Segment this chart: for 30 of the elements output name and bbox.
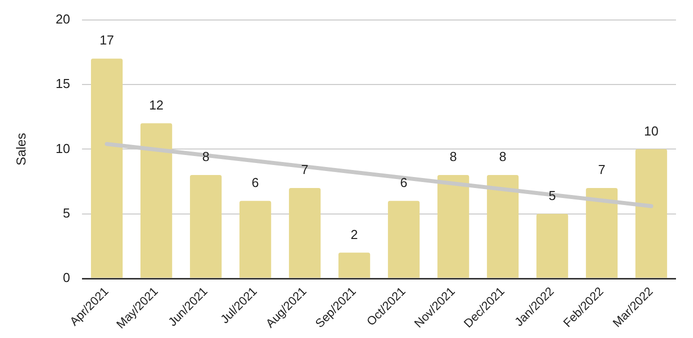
data-label: 12 <box>149 97 164 112</box>
bar <box>586 188 618 278</box>
data-label: 6 <box>252 175 259 190</box>
bar <box>90 58 123 278</box>
y-tick-label: 15 <box>56 76 70 92</box>
y-axis-title: Sales <box>13 132 28 166</box>
y-tick-label: 20 <box>56 11 70 26</box>
data-label: 6 <box>400 175 408 190</box>
y-tick-label: 5 <box>62 205 70 220</box>
bar <box>190 175 222 278</box>
y-tick-label: 10 <box>56 140 70 156</box>
bar <box>140 123 172 278</box>
data-label: 8 <box>499 149 506 164</box>
bar <box>388 200 420 278</box>
data-label: 10 <box>644 123 658 138</box>
data-label: 5 <box>548 188 556 203</box>
data-label: 7 <box>598 162 606 178</box>
data-label: 7 <box>301 162 308 178</box>
bar <box>536 214 568 278</box>
data-label: 8 <box>202 149 210 164</box>
data-label: 8 <box>450 149 457 164</box>
bar <box>288 188 321 278</box>
bar <box>486 175 519 278</box>
data-label: 2 <box>350 226 358 242</box>
bar <box>239 200 272 278</box>
data-label: 17 <box>100 32 114 48</box>
y-tick-label: 0 <box>62 270 70 286</box>
bar <box>437 175 470 278</box>
bar <box>338 252 370 278</box>
bar <box>635 149 668 278</box>
